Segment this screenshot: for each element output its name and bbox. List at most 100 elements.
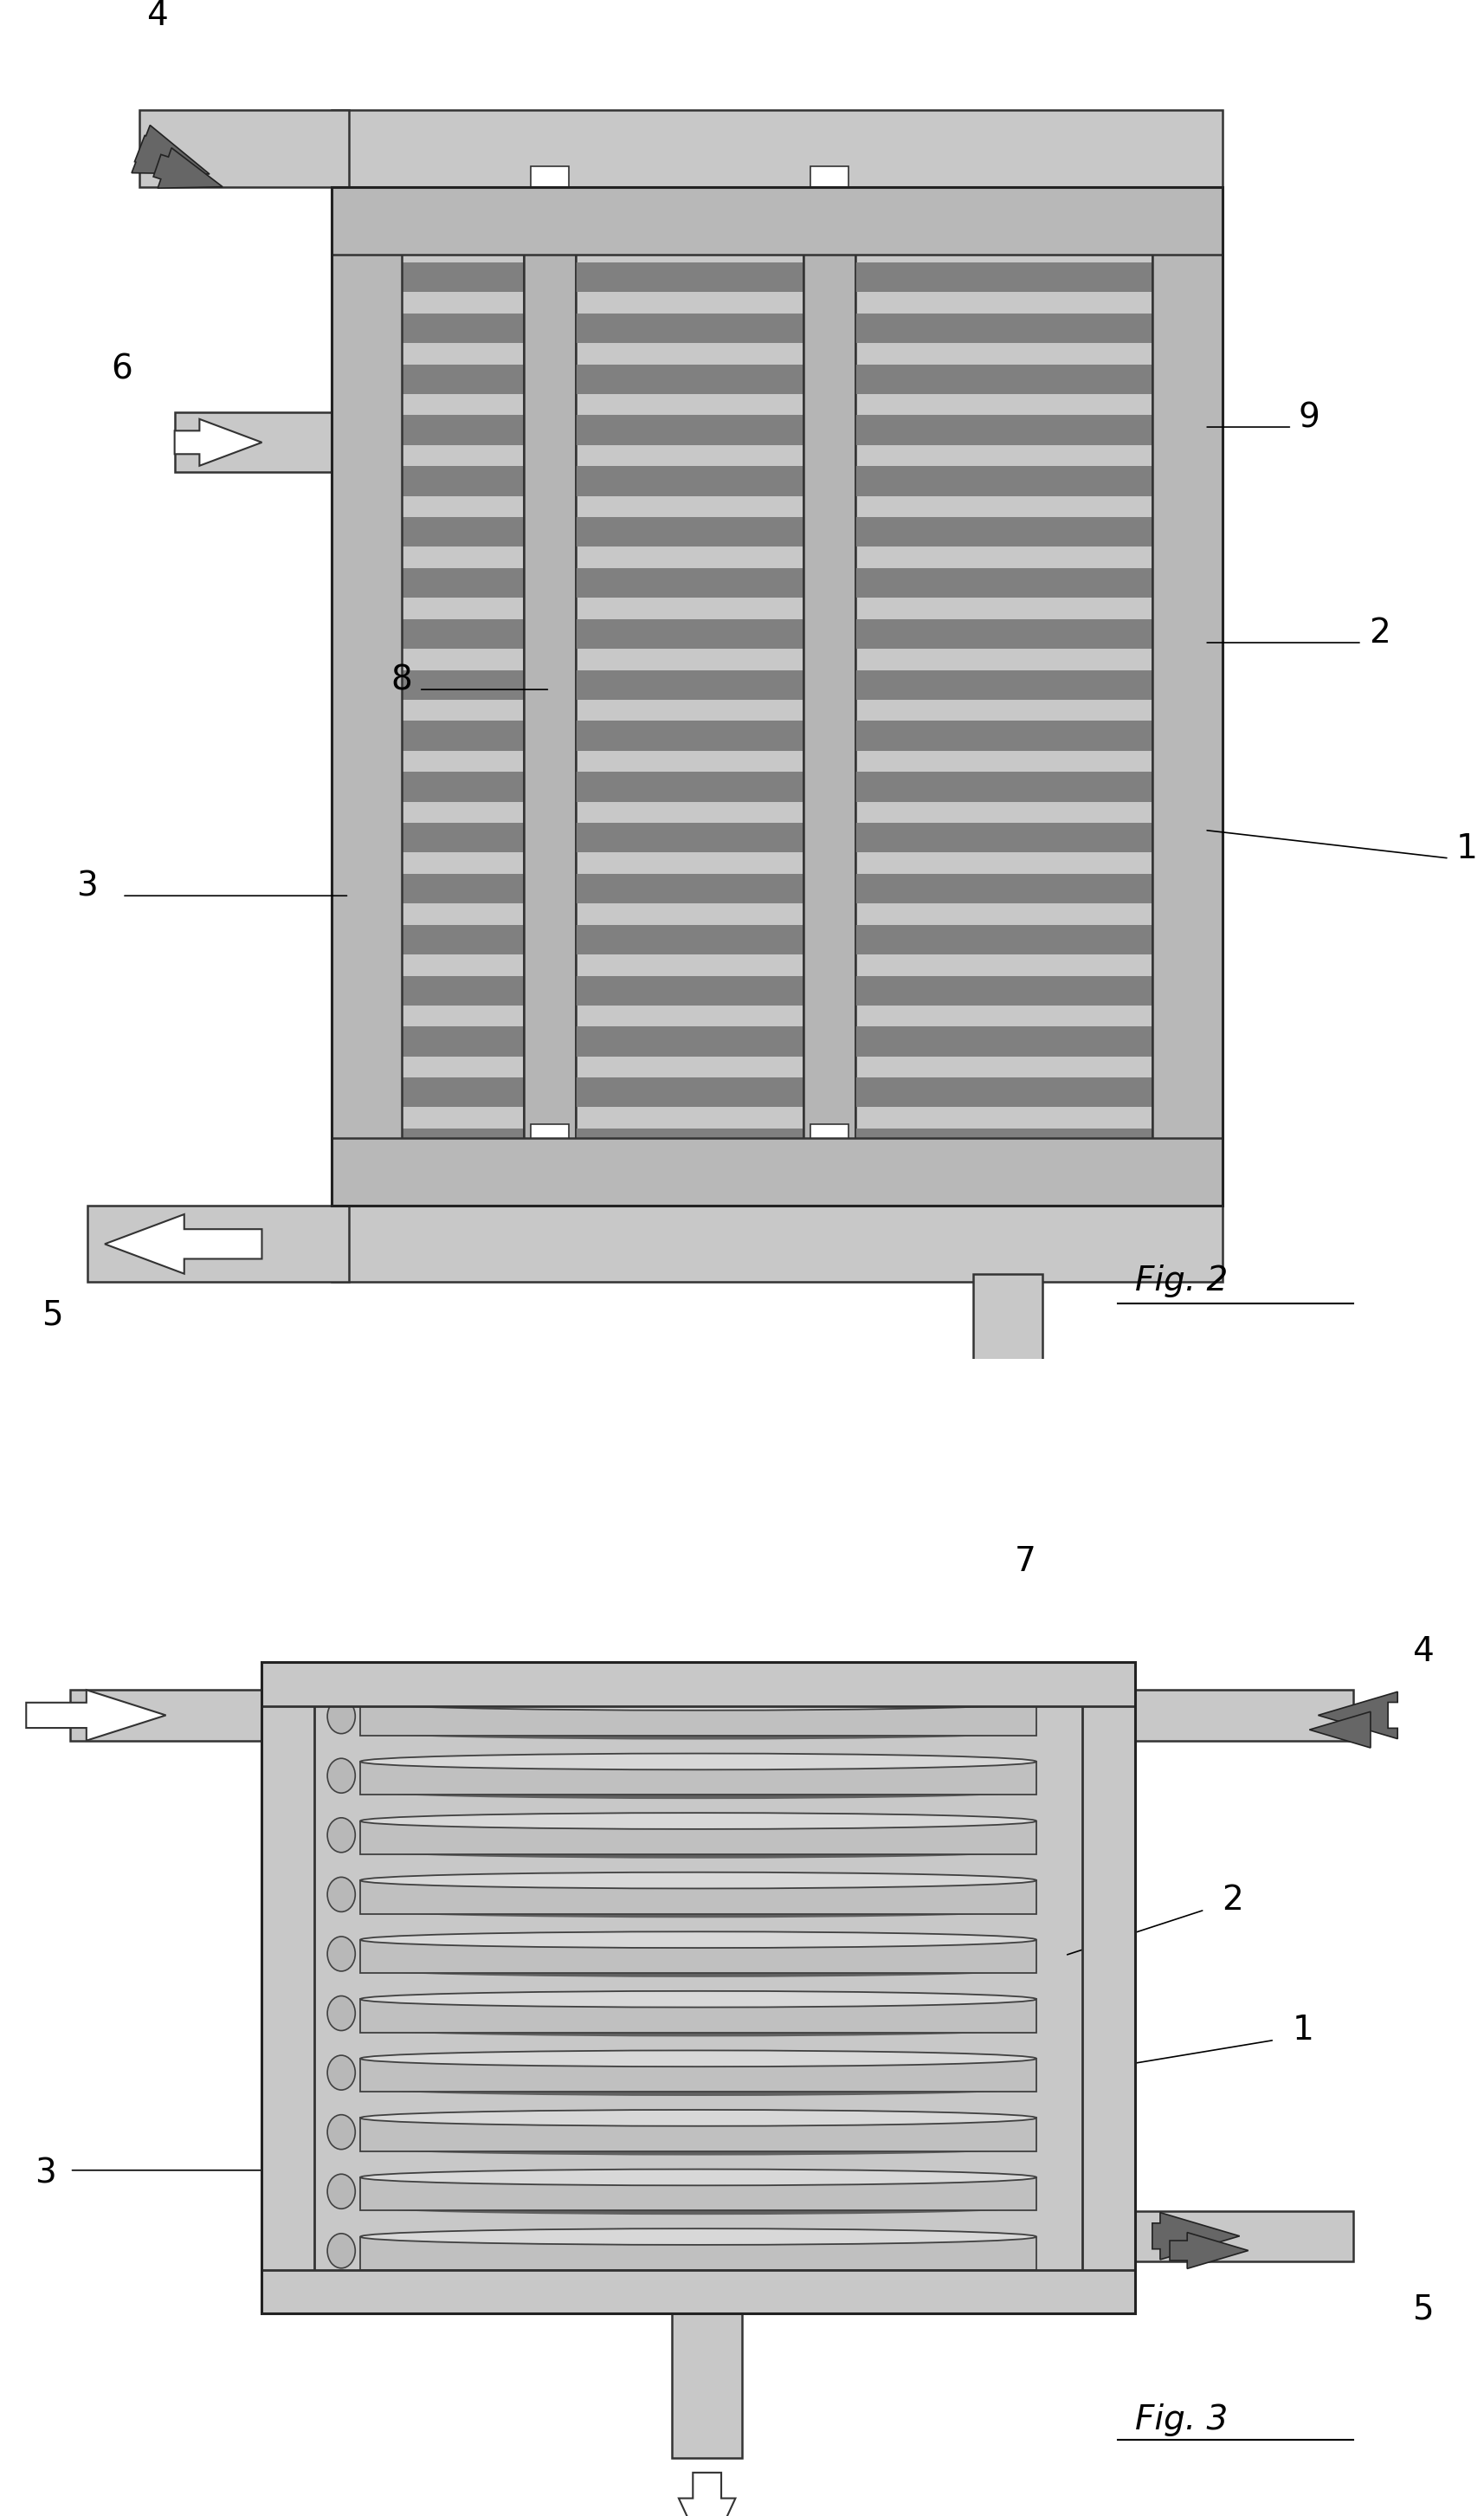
Bar (576, 669, 803, 699)
Bar (855, 722, 1152, 750)
Bar (576, 569, 803, 599)
Ellipse shape (328, 2116, 355, 2149)
Bar (531, 1125, 570, 1185)
Polygon shape (132, 126, 209, 174)
Bar (402, 722, 524, 750)
Bar (855, 415, 1152, 445)
Bar (531, 166, 570, 249)
Ellipse shape (361, 1693, 1036, 1711)
Polygon shape (27, 1691, 166, 1741)
Bar (855, 1077, 1152, 1107)
Bar (261, 1663, 315, 2315)
Bar (855, 772, 1152, 803)
Polygon shape (1169, 2232, 1248, 2269)
Bar (361, 2000, 1036, 2033)
Text: 6: 6 (111, 352, 134, 385)
Bar (402, 1130, 524, 1157)
Bar (576, 976, 803, 1006)
Bar (361, 2118, 1036, 2151)
Bar (576, 365, 803, 395)
Bar (332, 186, 1223, 254)
Bar (576, 314, 803, 342)
Text: 1: 1 (1293, 2013, 1313, 2048)
Bar (402, 518, 524, 546)
Bar (402, 873, 524, 903)
Bar (576, 221, 803, 1157)
Bar (332, 186, 402, 1205)
Bar (576, 465, 803, 496)
Bar (402, 569, 524, 599)
Polygon shape (981, 1452, 1034, 1537)
Bar (361, 1761, 1036, 1794)
Bar (402, 976, 524, 1006)
Bar (332, 1137, 1223, 1205)
Bar (855, 926, 1152, 954)
Bar (261, 1663, 1135, 2315)
Bar (855, 465, 1152, 496)
Ellipse shape (367, 2259, 1030, 2274)
Bar (855, 823, 1152, 853)
Text: 4: 4 (147, 0, 168, 33)
Bar (576, 262, 803, 292)
Bar (402, 221, 524, 242)
Bar (855, 669, 1152, 699)
Bar (361, 2176, 1036, 2212)
Bar (402, 465, 524, 496)
Text: 2: 2 (1223, 1884, 1244, 1917)
Polygon shape (1309, 1711, 1371, 1749)
Bar (361, 1703, 1036, 1736)
Text: 1: 1 (1456, 833, 1477, 866)
Bar (332, 186, 1223, 1205)
Bar (332, 1205, 1223, 1283)
Text: Fig. 2: Fig. 2 (1135, 1266, 1227, 1298)
Bar (810, 1125, 849, 1185)
Ellipse shape (367, 1962, 1030, 1978)
Text: 4: 4 (1413, 1635, 1434, 1668)
Text: 3: 3 (36, 2156, 56, 2191)
Bar (855, 619, 1152, 649)
Bar (361, 1940, 1036, 1973)
Polygon shape (153, 148, 223, 189)
Bar (576, 722, 803, 750)
Ellipse shape (361, 1872, 1036, 1890)
Bar (402, 926, 524, 954)
Bar (1117, 2212, 1353, 2262)
Bar (576, 415, 803, 445)
Bar (332, 111, 1223, 186)
Bar (402, 669, 524, 699)
Bar (576, 873, 803, 903)
Ellipse shape (367, 2141, 1030, 2156)
Bar (576, 221, 803, 242)
Bar (672, 2307, 742, 2458)
Ellipse shape (361, 1754, 1036, 1769)
Bar (361, 2237, 1036, 2269)
Bar (855, 518, 1152, 546)
Bar (175, 413, 349, 473)
Bar (855, 365, 1152, 395)
Bar (974, 1273, 1043, 1434)
Ellipse shape (367, 2081, 1030, 2096)
Ellipse shape (328, 1937, 355, 1970)
Bar (402, 262, 524, 292)
Ellipse shape (367, 1784, 1030, 1799)
Bar (1082, 1663, 1135, 2315)
Bar (402, 365, 524, 395)
Bar (402, 221, 524, 1157)
Bar (576, 926, 803, 954)
Bar (139, 111, 349, 186)
Bar (855, 221, 1152, 242)
Ellipse shape (328, 1995, 355, 2030)
Bar (402, 619, 524, 649)
Bar (1152, 186, 1223, 1205)
Polygon shape (1318, 1691, 1398, 1739)
Text: 7: 7 (1015, 1545, 1036, 1578)
Ellipse shape (367, 1723, 1030, 1739)
Bar (261, 1663, 1135, 2315)
Text: 3: 3 (77, 871, 98, 903)
Bar (361, 1822, 1036, 1854)
Text: 5: 5 (42, 1298, 62, 1331)
Polygon shape (105, 1215, 261, 1273)
Bar (70, 1691, 279, 1741)
Text: Fig. 3: Fig. 3 (1135, 2403, 1227, 2435)
Bar (855, 976, 1152, 1006)
